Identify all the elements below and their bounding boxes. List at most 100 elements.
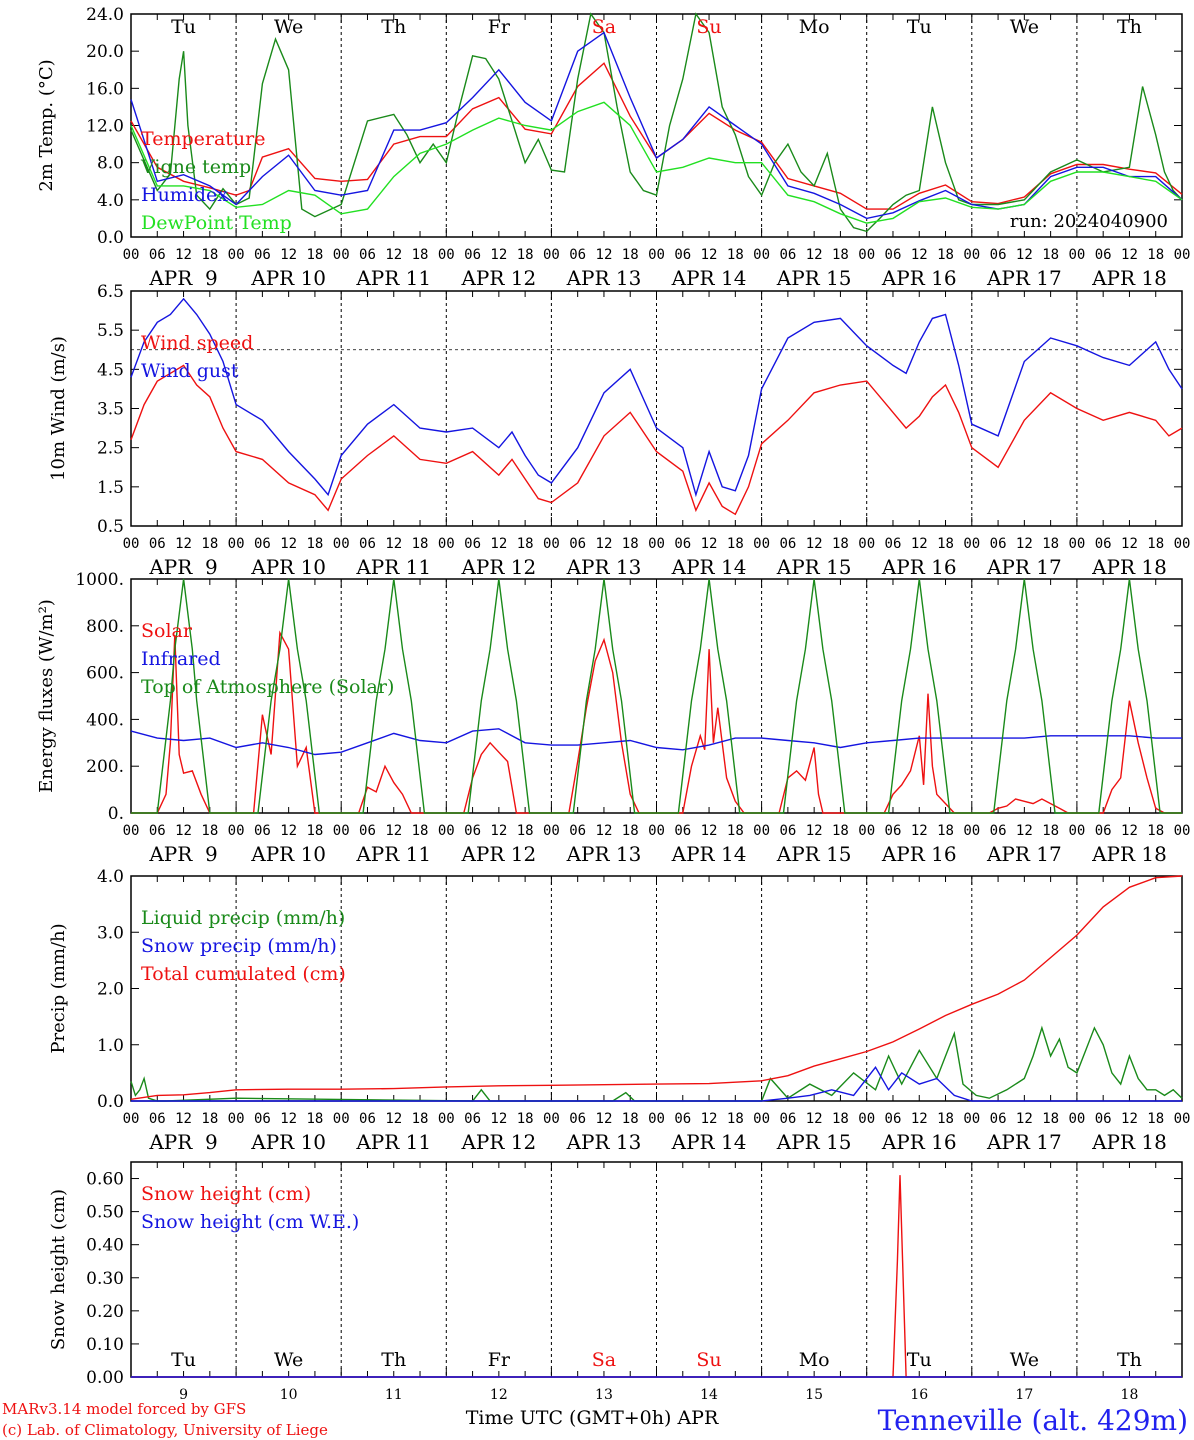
x-tick-label: 18 [832,536,849,552]
x-tick-label: 06 [885,247,902,263]
date-label: APR 10 [250,1130,326,1154]
date-label: APR 11 [355,555,431,579]
x-tick-label: 06 [149,247,166,263]
x-tick-label: 18 [622,536,639,552]
panel-4 [130,875,1183,1102]
credits-line-2: (c) Lab. of Climatology, University of L… [2,1421,328,1439]
x-tick-label: 00 [123,1111,140,1127]
legend-entry: Temperature [141,128,265,150]
y-tick-label: 16.0 [86,79,124,99]
x-tick-label: 00 [648,1111,665,1127]
x-tick-label: 06 [464,823,481,839]
x-tick-label: 00 [1174,1111,1191,1127]
date-label: APR 16 [881,842,957,866]
x-tick-label: 00 [753,536,770,552]
day-number-label: 14 [700,1387,718,1403]
x-tick-label: 06 [569,247,586,263]
x-tick-label: 18 [727,823,744,839]
day-number-label: 18 [1121,1387,1139,1403]
x-tick-label: 06 [254,1111,271,1127]
x-tick-label: 00 [753,247,770,263]
x-tick-label: 00 [648,823,665,839]
series-wind-gust [130,297,1183,498]
x-tick-label: 12 [175,247,192,263]
legend-entry: Humidex [141,184,228,206]
x-tick-label: 00 [1174,247,1191,263]
x-tick-label: 18 [201,1111,218,1127]
x-tick-label: 18 [622,247,639,263]
x-tick-label: 18 [937,1111,954,1127]
weekday-label: Th [1117,16,1142,38]
x-tick-label: 18 [727,1111,744,1127]
x-tick-label: 00 [1068,823,1085,839]
x-tick-label: 00 [333,823,350,839]
y-tick-label: 3.5 [97,400,124,420]
date-label: APR 18 [1091,1130,1167,1154]
x-tick-label: 00 [858,247,875,263]
weekday-label: Su [696,1349,721,1371]
x-tick-label: 18 [937,823,954,839]
y-tick-label: 1000. [75,570,124,590]
x-tick-label: 12 [1016,823,1033,839]
x-tick-label: 18 [1042,1111,1059,1127]
x-tick-label: 12 [490,247,507,263]
x-tick-label: 12 [596,536,613,552]
date-label: APR 18 [1091,555,1167,579]
legend-entry: Vigne temp [140,156,251,178]
legend-entry: Liquid precip (mm/h) [141,907,345,929]
x-tick-label: 06 [359,823,376,839]
day-number-label: 16 [910,1387,928,1403]
x-tick-label: 12 [1121,536,1138,552]
x-tick-label: 06 [885,1111,902,1127]
x-tick-label: 00 [753,823,770,839]
weekday-label: Th [381,16,406,38]
day-number-label: 17 [1015,1387,1033,1403]
x-tick-label: 18 [832,247,849,263]
x-tick-label: 06 [254,247,271,263]
y-tick-label: 0.10 [86,1335,124,1355]
date-label: APR 16 [881,555,957,579]
x-tick-label: 18 [622,823,639,839]
x-tick-label: 00 [1068,1111,1085,1127]
x-tick-label: 06 [569,1111,586,1127]
x-tick-label: 00 [333,536,350,552]
x-tick-label: 12 [701,823,718,839]
x-tick-label: 12 [596,823,613,839]
x-tick-label: 06 [885,536,902,552]
y-tick-label: 5.5 [97,321,124,341]
x-tick-label: 06 [464,536,481,552]
x-tick-label: 18 [1147,823,1164,839]
legend-entry: DewPoint Temp [141,212,292,234]
x-tick-label: 06 [359,536,376,552]
x-tick-label: 00 [543,247,560,263]
date-label: APR 16 [881,266,957,290]
x-tick-label: 18 [1147,536,1164,552]
x-tick-label: 00 [438,247,455,263]
x-tick-label: 00 [543,1111,560,1127]
x-tick-label: 12 [175,1111,192,1127]
series-snow-precip-mm-h- [131,1066,1182,1102]
x-tick-label: 06 [149,1111,166,1127]
x-tick-label: 12 [596,1111,613,1127]
date-label: APR 9 [148,1130,217,1154]
date-label: APR 13 [566,555,642,579]
x-tick-label: 18 [1147,247,1164,263]
x-tick-label: 00 [1174,823,1191,839]
date-label: APR 14 [671,555,747,579]
day-number-label: 11 [385,1387,403,1403]
date-label: APR 11 [355,842,431,866]
legend-entry: Snow height (cm W.E.) [141,1211,359,1233]
x-tick-label: 18 [306,823,323,839]
x-tick-label: 00 [543,536,560,552]
weekday-label: We [274,16,303,38]
date-label: APR 13 [566,1130,642,1154]
x-tick-label: 12 [490,536,507,552]
weekday-label: Th [381,1349,406,1371]
x-tick-label: 06 [1095,1111,1112,1127]
y-tick-label: 400. [86,710,124,730]
y-tick-label: 8.0 [97,154,124,174]
legend-entry: Infrared [141,648,221,670]
series-infrared [130,728,1182,756]
date-label: APR 10 [250,555,326,579]
x-tick-label: 18 [517,823,534,839]
